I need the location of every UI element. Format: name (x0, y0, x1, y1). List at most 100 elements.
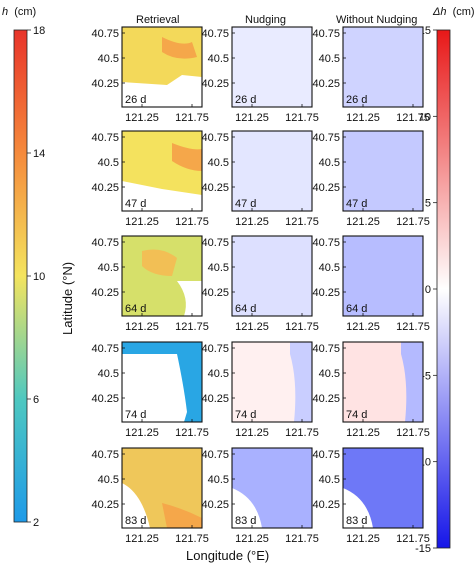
y-tick-label: 40.75 (91, 28, 119, 40)
column-title-retrieval: Retrieval (136, 14, 179, 26)
panel-day-label: 74 d (235, 409, 256, 421)
colorbar-h-tick: 14 (33, 148, 45, 160)
panel-retrieval-row-2: 47 d 40.75 40.5 40.25 121.25 121.75 (91, 130, 209, 228)
x-tick-label: 121.75 (175, 112, 209, 124)
y-tick-label: 40.5 (208, 474, 229, 486)
panel-without-nudging-row-2: 47 d 40.75 40.5 40.25 121.25 121.75 (312, 130, 430, 228)
panel-day-label: 83 d (235, 515, 256, 527)
panel-frame (342, 235, 424, 317)
y-tick-label: 40.75 (201, 132, 229, 144)
panel-day-label: 74 d (125, 409, 146, 421)
panel-frame (121, 26, 203, 108)
y-tick-label: 40.75 (312, 343, 340, 355)
x-tick-label: 121.75 (396, 112, 430, 124)
high-h-region (162, 37, 197, 59)
y-tick-label: 40.25 (201, 182, 229, 194)
panel-frame (342, 447, 424, 529)
panel-frame (231, 130, 313, 212)
x-tick-label: 121.75 (285, 427, 319, 439)
y-tick-label: 40.5 (98, 157, 119, 169)
y-tick-label: 40.75 (201, 237, 229, 249)
panel-frame (121, 447, 203, 529)
x-tick-label: 121.75 (285, 321, 319, 333)
colorbar-dh-bar (436, 29, 451, 549)
x-tick-label: 121.25 (346, 321, 380, 333)
panel-without-nudging-row-1: 26 d 40.75 40.5 40.25 121.25 121.75 (312, 26, 430, 124)
panel-retrieval-row-5: 83 d 40.75 40.5 40.25 121.25 121.75 (91, 447, 209, 545)
y-tick-label: 40.5 (208, 368, 229, 380)
x-tick-label: 121.25 (346, 112, 380, 124)
x-tick-label: 121.75 (285, 112, 319, 124)
y-tick-label: 40.5 (98, 262, 119, 274)
y-tick-label: 40.75 (312, 237, 340, 249)
x-tick-label: 121.25 (235, 321, 269, 333)
panel-nudging-row-5: 83 d 40.75 40.5 40.25 121.25 121.75 (201, 447, 319, 545)
panel-nudging-row-4: 74 d 40.75 40.5 40.25 121.25 121.75 (201, 341, 319, 439)
panel-without-nudging-row-5: 83 d 40.75 40.5 40.25 121.25 121.75 (312, 447, 430, 545)
no-data-region (177, 281, 202, 316)
panel-day-label: 83 d (125, 515, 146, 527)
colorbar-dh-tick: -5 (421, 370, 431, 382)
x-tick-label: 121.25 (125, 427, 159, 439)
x-tick-label: 121.75 (285, 216, 319, 228)
y-tick-label: 40.5 (319, 368, 340, 380)
y-tick-label: 40.25 (91, 287, 119, 299)
y-tick-label: 40.5 (98, 474, 119, 486)
y-tick-label: 40.75 (201, 28, 229, 40)
panel-frame (121, 130, 203, 212)
panel-day-label: 26 d (235, 94, 256, 106)
y-tick-label: 40.5 (208, 262, 229, 274)
no-data-region (122, 483, 150, 528)
x-tick-label: 121.25 (125, 216, 159, 228)
y-tick-label: 40.25 (312, 499, 340, 511)
x-tick-label: 121.25 (346, 427, 380, 439)
colorbar-h-tick: 6 (33, 394, 39, 406)
no-data-region (343, 488, 373, 528)
x-tick-label: 121.25 (235, 427, 269, 439)
colorbar-dh-tick: 0 (425, 284, 431, 296)
x-tick-label: 121.25 (235, 112, 269, 124)
y-tick-label: 40.5 (319, 262, 340, 274)
panel-frame (231, 447, 313, 529)
no-data-region (122, 75, 202, 107)
panel-nudging-row-2: 47 d 40.75 40.5 40.25 121.25 121.75 (201, 130, 319, 228)
panel-retrieval-row-4: 74 d 40.75 40.5 40.25 121.25 121.75 (91, 341, 209, 439)
panel-frame (121, 341, 203, 423)
panel-frame (231, 26, 313, 108)
x-tick-label: 121.25 (125, 112, 159, 124)
y-tick-label: 40.75 (201, 449, 229, 461)
no-data-region (122, 181, 202, 211)
y-tick-label: 40.75 (91, 132, 119, 144)
negative-dh-region (290, 342, 312, 422)
x-tick-label: 121.25 (125, 321, 159, 333)
x-tick-label: 121.25 (346, 533, 380, 545)
panel-frame (342, 341, 424, 423)
y-tick-label: 40.5 (98, 368, 119, 380)
panel-day-label: 47 d (125, 198, 146, 210)
panel-frame (342, 130, 424, 212)
x-tick-label: 121.25 (235, 216, 269, 228)
x-tick-label: 121.75 (396, 216, 430, 228)
y-tick-label: 40.75 (91, 343, 119, 355)
panel-field (343, 236, 423, 316)
y-tick-label: 40.5 (319, 157, 340, 169)
x-tick-label: 121.25 (346, 216, 380, 228)
panel-retrieval-row-3: 64 d 40.75 40.5 40.25 121.25 121.75 (91, 235, 209, 333)
colorbar-dh-tick: -15 (415, 543, 431, 555)
panel-nudging-row-3: 64 d 40.75 40.5 40.25 121.25 121.75 (201, 235, 319, 333)
y-tick-label: 40.75 (91, 449, 119, 461)
x-tick-label: 121.75 (285, 533, 319, 545)
colorbar-dh-tick: 5 (425, 198, 431, 210)
y-tick-label: 40.75 (201, 343, 229, 355)
no-data-region (232, 488, 262, 528)
x-tick-label: 121.25 (235, 533, 269, 545)
panel-without-nudging-row-4: 74 d 40.75 40.5 40.25 121.25 121.75 (312, 341, 430, 439)
panel-frame (342, 26, 424, 108)
panel-day-label: 74 d (346, 409, 367, 421)
panel-nudging-row-1: 26 d 40.75 40.5 40.25 121.25 121.75 (201, 26, 319, 124)
panel-field (232, 27, 312, 107)
x-tick-label: 121.75 (396, 321, 430, 333)
